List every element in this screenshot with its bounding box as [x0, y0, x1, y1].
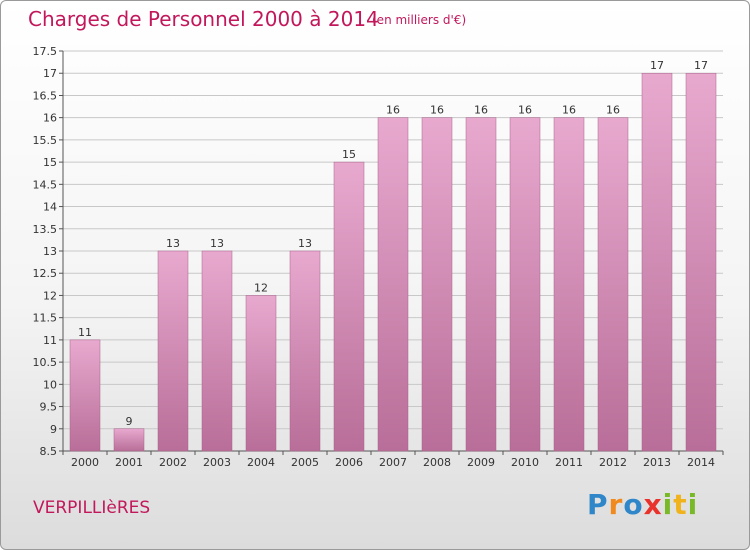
bar — [333, 161, 365, 452]
commune-name: VERPILLIèRES — [33, 498, 151, 518]
logo-letter: r — [608, 488, 624, 521]
x-tick-label: 2008 — [423, 456, 451, 469]
bar — [157, 250, 189, 452]
data-labels: 11 9 13 13 12 13 15 16 16 16 16 16 16 17 17 — [78, 59, 708, 428]
y-tick-label: 14.5 — [33, 178, 58, 191]
y-tick-label: 8.5 — [40, 445, 58, 458]
bar-value-label: 15 — [342, 148, 356, 161]
chart-title: Charges de Personnel 2000 à 2014 — [28, 7, 379, 31]
x-tick-label: 2002 — [159, 456, 187, 469]
x-tick-label: 2000 — [71, 456, 99, 469]
logo-letter: t — [673, 488, 688, 521]
y-tick-label: 15 — [43, 156, 57, 169]
bar-value-label: 16 — [430, 104, 444, 117]
bar — [421, 117, 453, 452]
x-tick-label: 2007 — [379, 456, 407, 469]
logo-letter: i — [687, 488, 699, 521]
bar — [245, 295, 277, 452]
logo-letter: o — [623, 488, 644, 521]
bar — [69, 339, 101, 452]
bars — [69, 72, 717, 452]
x-tick-label: 2014 — [687, 456, 715, 469]
y-tick-label: 12 — [43, 289, 57, 302]
x-tick-label: 2001 — [115, 456, 143, 469]
x-tick-label: 2003 — [203, 456, 231, 469]
bar-value-label: 17 — [650, 59, 664, 72]
bar-value-label: 12 — [254, 281, 268, 294]
bar — [685, 72, 717, 452]
bar-value-label: 16 — [562, 104, 576, 117]
x-tick-label: 2009 — [467, 456, 495, 469]
x-tick-label: 2006 — [335, 456, 363, 469]
x-tick-label: 2012 — [599, 456, 627, 469]
x-tick-label: 2010 — [511, 456, 539, 469]
bar — [641, 72, 673, 452]
bar — [289, 250, 321, 452]
proxiti-logo[interactable]: Proxiti — [587, 488, 698, 521]
bar-value-label: 13 — [210, 237, 224, 250]
axes: 8.599.51010.51111.51212.51313.51414.5151… — [33, 45, 724, 469]
y-tick-label: 17 — [43, 67, 57, 80]
logo-letter: x — [643, 488, 663, 521]
bar — [377, 117, 409, 452]
y-tick-label: 17.5 — [33, 45, 58, 58]
logo-letter: i — [662, 488, 674, 521]
y-tick-label: 16.5 — [33, 89, 58, 102]
bar — [113, 428, 145, 452]
bar-value-label: 17 — [694, 59, 708, 72]
bar-value-label: 16 — [606, 104, 620, 117]
bar — [553, 117, 585, 452]
bar — [465, 117, 497, 452]
y-tick-label: 10.5 — [33, 356, 58, 369]
y-tick-label: 11.5 — [33, 312, 58, 325]
y-tick-label: 9 — [50, 423, 57, 436]
x-tick-label: 2011 — [555, 456, 583, 469]
bar-value-label: 11 — [78, 326, 92, 339]
bar — [201, 250, 233, 452]
chart-subtitle: (en milliers d'€) — [372, 13, 467, 27]
y-tick-label: 9.5 — [40, 401, 58, 414]
logo-letter: P — [587, 488, 609, 521]
bar-value-label: 13 — [166, 237, 180, 250]
y-tick-label: 16 — [43, 112, 57, 125]
bar-value-label: 9 — [126, 415, 133, 428]
y-tick-label: 14 — [43, 201, 57, 214]
x-tick-label: 2013 — [643, 456, 671, 469]
bar-value-label: 16 — [474, 104, 488, 117]
bar — [597, 117, 629, 452]
bar-value-label: 13 — [298, 237, 312, 250]
bar-value-label: 16 — [386, 104, 400, 117]
bar — [509, 117, 541, 452]
bar-value-label: 16 — [518, 104, 532, 117]
y-tick-label: 11 — [43, 334, 57, 347]
y-tick-label: 12.5 — [33, 267, 58, 280]
x-tick-label: 2005 — [291, 456, 319, 469]
y-tick-label: 13 — [43, 245, 57, 258]
y-tick-label: 10 — [43, 378, 57, 391]
y-tick-label: 13.5 — [33, 223, 58, 236]
x-tick-label: 2004 — [247, 456, 275, 469]
y-tick-label: 15.5 — [33, 134, 58, 147]
